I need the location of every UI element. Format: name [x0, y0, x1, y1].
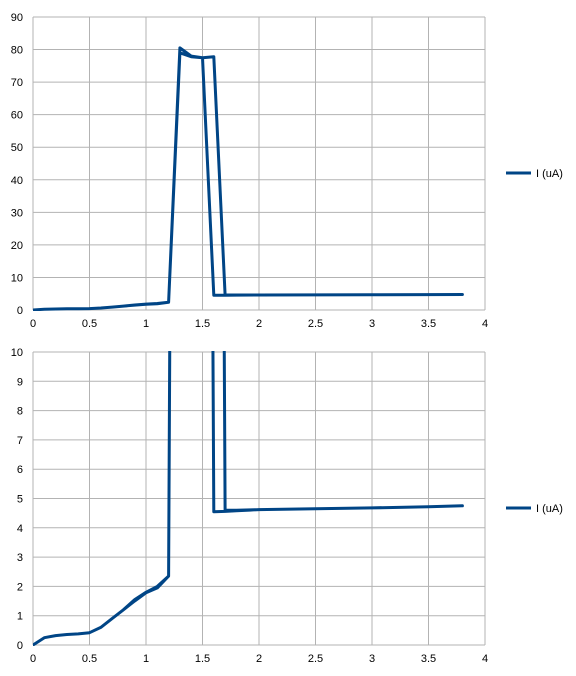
x-tick-label: 1 — [143, 653, 149, 665]
x-tick-label: 2 — [256, 318, 262, 330]
x-tick-label: 3 — [369, 653, 375, 665]
x-tick-label: 4 — [482, 653, 488, 665]
y-tick-label: 1 — [17, 611, 23, 623]
x-tick-label: 0 — [30, 653, 36, 665]
x-tick-label: 3.5 — [421, 318, 436, 330]
y-tick-label: 20 — [11, 240, 23, 252]
x-tick-label: 3 — [369, 318, 375, 330]
y-tick-label: 5 — [17, 494, 23, 506]
x-tick-label: 2 — [256, 653, 262, 665]
series-line — [33, 351, 464, 646]
y-tick-label: 10 — [11, 272, 23, 284]
x-tick-label: 1.5 — [195, 653, 210, 665]
y-tick-label: 40 — [11, 175, 23, 187]
series-line — [33, 46, 464, 311]
y-tick-label: 90 — [11, 12, 23, 24]
y-tick-label: 60 — [11, 110, 23, 122]
x-tick-label: 3.5 — [421, 653, 436, 665]
x-tick-label: 1 — [143, 318, 149, 330]
y-tick-label: 7 — [17, 435, 23, 447]
chart-bottom: 0 1 2 3 4 5 6 7 8 9 10 0 0.5 1 1.5 2 2.5 3 3.5 4 I (uA) — [11, 347, 563, 665]
y-tick-label: 6 — [17, 464, 23, 476]
x-tick-label: 0.5 — [82, 653, 97, 665]
y-tick-label: 8 — [17, 406, 23, 418]
y-tick-label: 0 — [17, 305, 23, 317]
x-tick-label: 0.5 — [82, 318, 97, 330]
y-tick-label: 70 — [11, 77, 23, 89]
y-tick-label: 2 — [17, 581, 23, 593]
x-tick-label: 2.5 — [308, 653, 323, 665]
legend-label: I (uA) — [536, 168, 563, 180]
y-tick-label: 30 — [11, 207, 23, 219]
y-tick-label: 80 — [11, 45, 23, 57]
chart-top: 0 10 20 30 40 50 60 70 80 90 0 0.5 1 1.5 2 2.5 3 3.5 4 I (u… — [11, 12, 563, 330]
y-tick-label: 3 — [17, 552, 23, 564]
y-tick-label: 50 — [11, 142, 23, 154]
y-tick-label: 10 — [11, 347, 23, 359]
y-tick-label: 4 — [17, 523, 23, 535]
legend-label: I (uA) — [536, 503, 563, 515]
x-tick-label: 2.5 — [308, 318, 323, 330]
x-tick-label: 4 — [482, 318, 488, 330]
x-tick-label: 1.5 — [195, 318, 210, 330]
y-tick-label: 9 — [17, 376, 23, 388]
y-tick-label: 0 — [17, 640, 23, 652]
x-tick-label: 0 — [30, 318, 36, 330]
